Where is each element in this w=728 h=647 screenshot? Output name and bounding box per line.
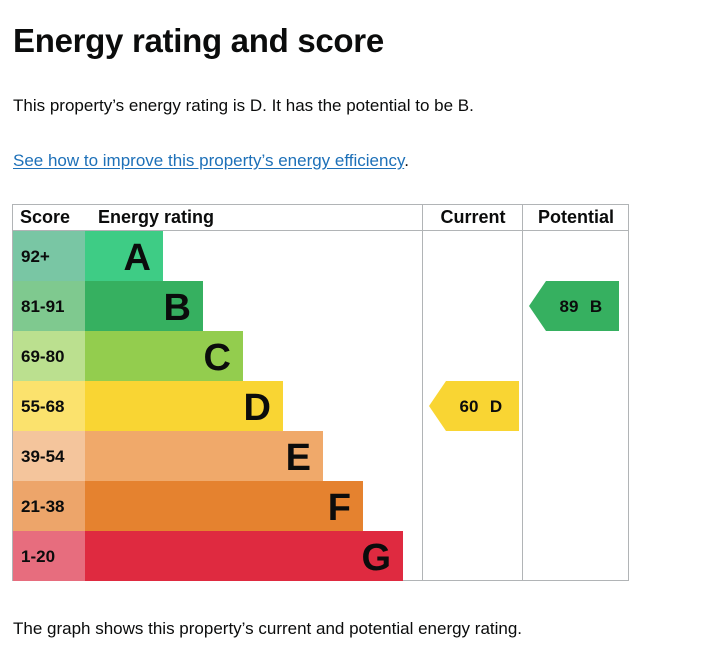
score-label: 55-68 (21, 397, 64, 416)
potential-rating-arrow (529, 281, 619, 331)
score-label: 1-20 (21, 547, 55, 566)
energy-rating-chart: Score Energy rating Current Potential 92+ A 8… (12, 204, 629, 581)
score-cell-b (13, 281, 85, 331)
band-bar-a (85, 231, 163, 281)
current-rating-arrow (429, 381, 519, 431)
column-header-score: Score (20, 207, 70, 227)
improve-paragraph: See how to improve this property’s energ… (13, 151, 409, 171)
current-rating-score: 60 (460, 397, 479, 416)
column-header-potential: Potential (538, 207, 614, 227)
improve-link-suffix: . (404, 151, 409, 170)
score-cell-e (13, 431, 85, 481)
band-bar-g (85, 531, 403, 581)
score-label: 92+ (21, 247, 50, 266)
band-bar-e (85, 431, 323, 481)
score-cell-a (13, 231, 85, 281)
band-letter: C (204, 337, 231, 379)
band-letter: F (328, 487, 351, 529)
column-header-current: Current (440, 207, 505, 227)
band-letter: A (124, 237, 151, 279)
band-letter: G (361, 537, 391, 579)
potential-rating-score: 89 (560, 297, 579, 316)
score-cell-d (13, 381, 85, 431)
band-bar-f (85, 481, 363, 531)
chart-caption: The graph shows this property’s current … (13, 619, 523, 638)
potential-rating-letter: B (590, 297, 602, 316)
band-letter: E (286, 437, 311, 479)
score-label: 81-91 (21, 297, 64, 316)
rating-bands: 92+ A 81-91 B 69-80 C 55-68 D 39-54 E 21-38 F 1-20 G (13, 231, 403, 581)
column-header-energy-rating: Energy rating (98, 207, 214, 227)
score-label: 21-38 (21, 497, 64, 516)
page-title: Energy rating and score (13, 22, 384, 59)
band-letter: D (244, 387, 271, 429)
score-label: 69-80 (21, 347, 64, 366)
score-cell-c (13, 331, 85, 381)
band-bar-b (85, 281, 203, 331)
column-headers: Score Energy rating Current Potential (20, 207, 614, 227)
score-label: 39-54 (21, 447, 65, 466)
rating-summary: This property’s energy rating is D. It h… (13, 96, 474, 115)
current-rating-letter: D (490, 397, 502, 416)
rating-arrows: 60 D 89 B (429, 281, 619, 431)
improve-efficiency-link[interactable]: See how to improve this property’s energ… (13, 151, 405, 170)
score-cell-g (13, 531, 85, 581)
band-bar-d (85, 381, 283, 431)
band-bar-c (85, 331, 243, 381)
score-cell-f (13, 481, 85, 531)
band-letter: B (164, 287, 191, 329)
